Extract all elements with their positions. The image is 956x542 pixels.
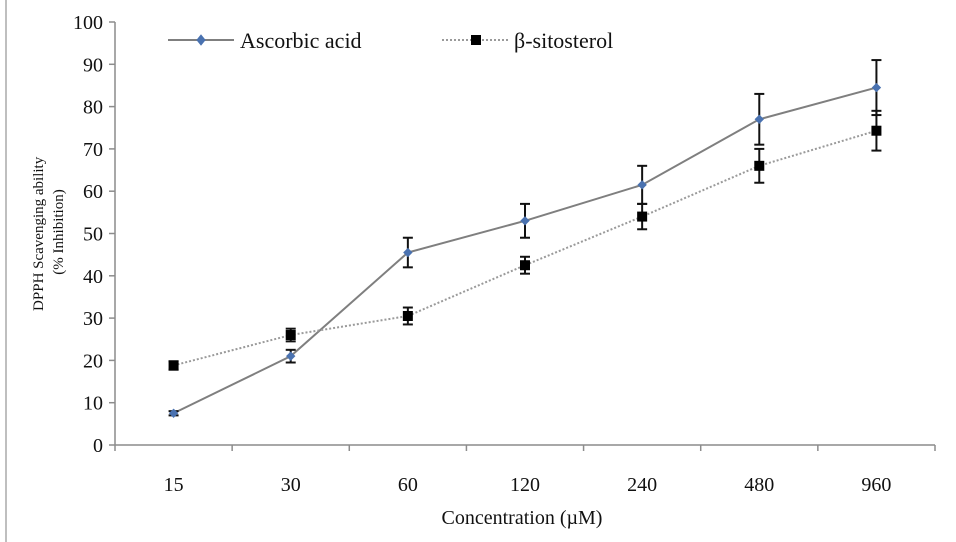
data-point [520, 216, 530, 226]
x-tick-label: 15 [164, 474, 184, 496]
y-tick-label: 30 [83, 308, 103, 330]
x-axis-title: Concentration (µM) [442, 507, 603, 529]
data-point [754, 114, 764, 124]
data-point [871, 125, 882, 136]
y-tick-label: 70 [83, 139, 103, 161]
data-point [520, 260, 530, 271]
legend: Ascorbic acid β-sitosterol [168, 28, 613, 53]
data-point [285, 330, 296, 341]
x-tick-label: 480 [744, 474, 774, 496]
x-tick-label: 30 [281, 474, 301, 496]
x-tick-label: 240 [627, 474, 657, 496]
x-tick-label: 960 [861, 474, 891, 496]
data-point [168, 408, 179, 418]
y-tick-label: 0 [93, 435, 103, 457]
data-point [871, 82, 882, 93]
series-sitosterol [168, 109, 882, 371]
legend-marker-beta-sitosterol [471, 35, 481, 45]
data-point [286, 351, 296, 361]
data-point [754, 160, 765, 171]
y-tick-label: 80 [83, 97, 103, 119]
legend-item-beta-sitosterol: β-sitosterol [442, 28, 613, 53]
series-line [173, 129, 877, 367]
series-line [173, 86, 877, 415]
y-axis-title-line-2: (% Inhibition) [51, 189, 67, 274]
y-tick-label: 10 [83, 393, 103, 415]
plot-area [168, 59, 882, 418]
legend-item-ascorbic-acid: Ascorbic acid [168, 28, 362, 53]
legend-label-beta-sitosterol: β-sitosterol [514, 28, 613, 53]
series-ascorbic-acid [168, 59, 882, 418]
y-axis-title: DPPH Scavenging ability (% Inhibition) [31, 153, 67, 311]
data-point [637, 180, 647, 190]
data-point [403, 247, 413, 258]
data-point [637, 211, 648, 222]
y-tick-label: 50 [83, 224, 103, 246]
x-tick-label: 120 [510, 474, 540, 496]
axes: 0 10 20 30 40 50 60 70 80 90 100 15 30 60 120 240 480 960 [73, 12, 936, 496]
legend-label-ascorbic-acid: Ascorbic acid [240, 28, 362, 53]
legend-marker-ascorbic-acid [196, 34, 206, 46]
y-tick-label: 60 [83, 181, 103, 203]
y-tick-label: 100 [73, 12, 103, 34]
y-axis-title-line-1: DPPH Scavenging ability [31, 156, 47, 311]
y-tick-label: 40 [83, 266, 103, 288]
y-tick-label: 20 [83, 350, 103, 372]
data-point [168, 360, 179, 371]
x-tick-label: 60 [398, 474, 418, 496]
data-point [402, 310, 413, 321]
y-tick-label: 90 [83, 54, 103, 76]
